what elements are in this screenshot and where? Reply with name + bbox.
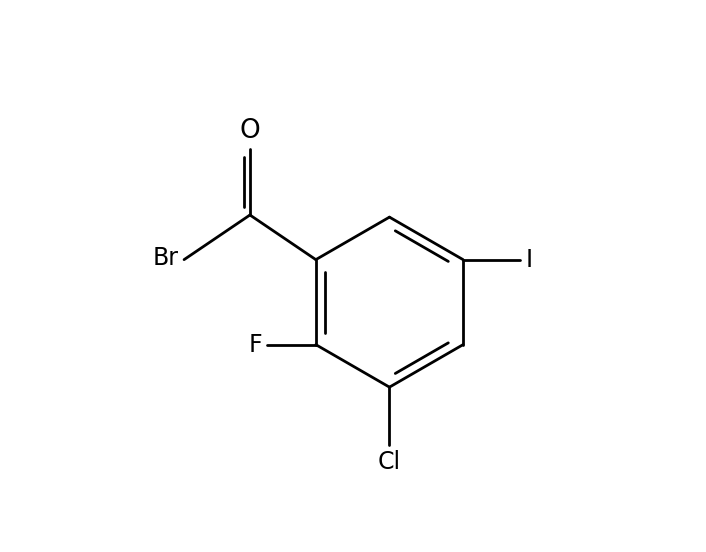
Text: F: F	[249, 333, 262, 357]
Text: O: O	[239, 118, 261, 144]
Text: I: I	[525, 248, 533, 272]
Text: Br: Br	[153, 246, 179, 270]
Text: Cl: Cl	[378, 450, 401, 474]
